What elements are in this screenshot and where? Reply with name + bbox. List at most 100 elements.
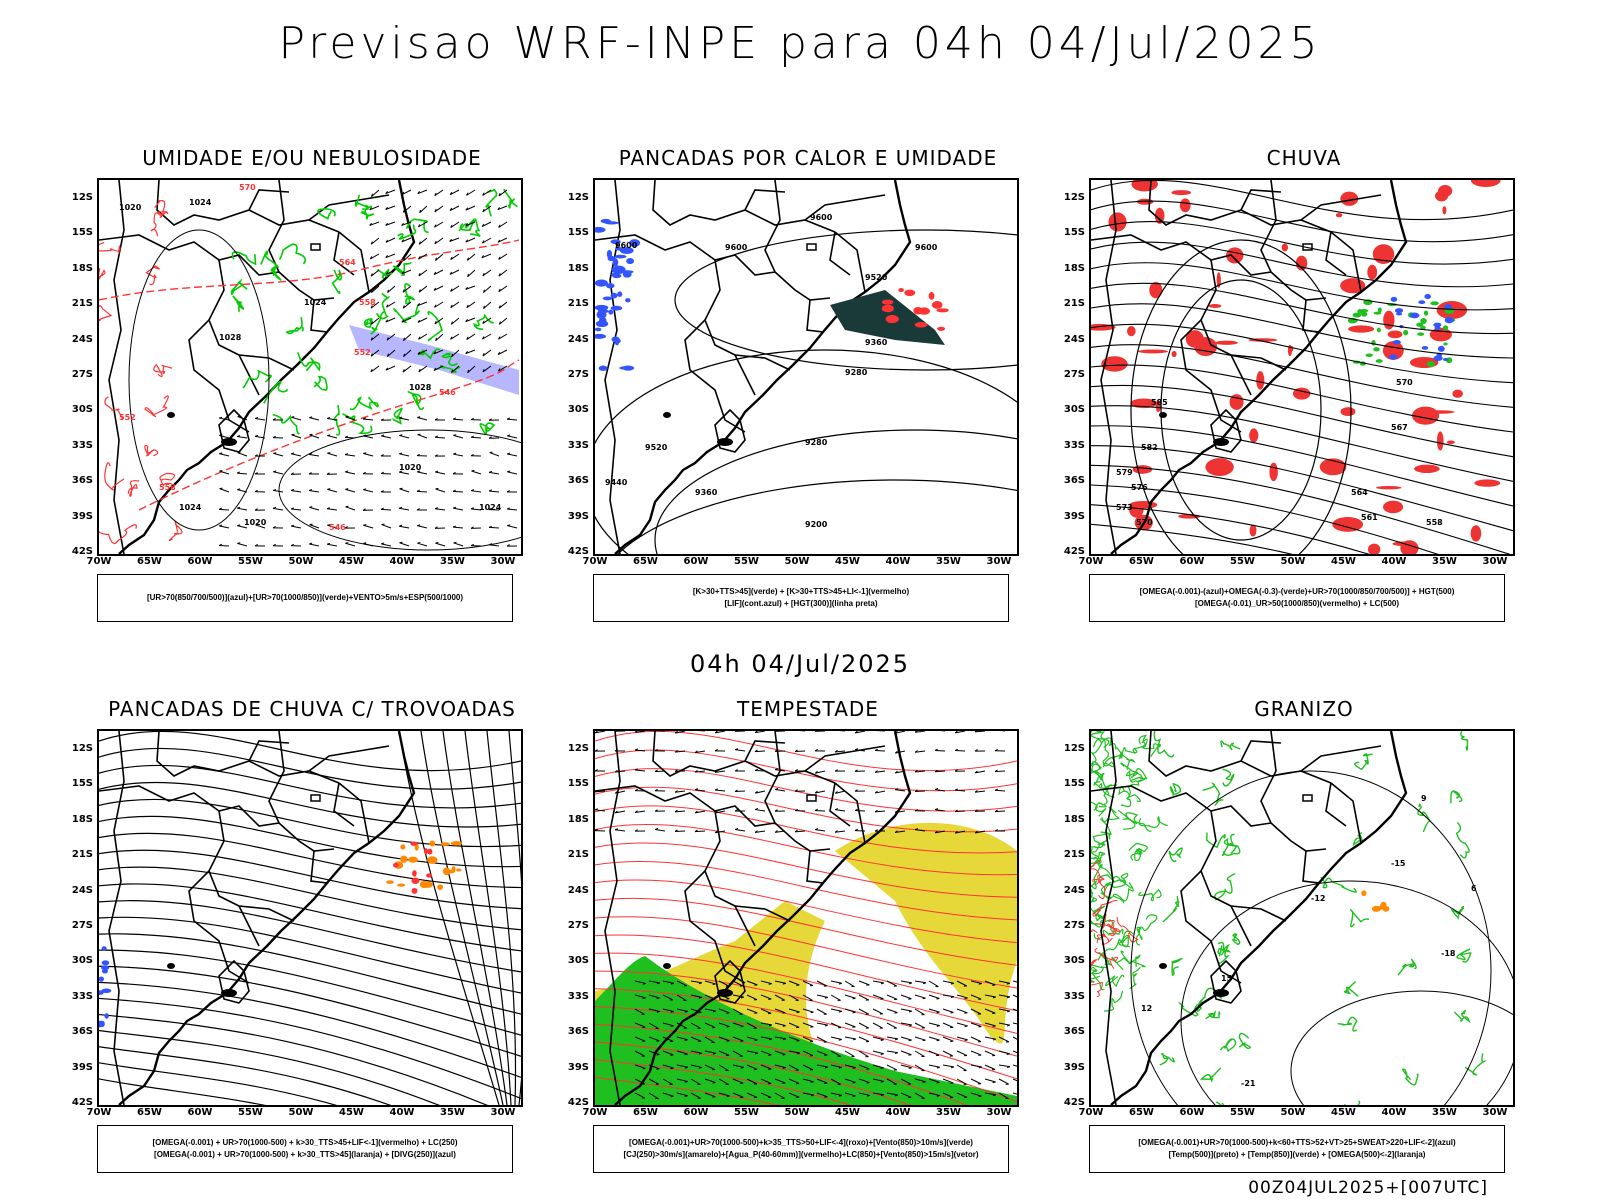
wind-vector	[371, 285, 380, 293]
omega-green-area	[1420, 318, 1427, 325]
political-border	[1325, 782, 1347, 827]
thunderstorm-red-area	[411, 877, 420, 884]
wind-vector-head	[874, 809, 878, 813]
wind-vector-head	[434, 454, 438, 457]
hgt300-contour	[617, 479, 1017, 554]
wind-vector-head	[465, 239, 469, 243]
rain-area	[1435, 190, 1449, 202]
storm-red-area	[898, 288, 904, 293]
latitude-tick-label: 27S	[71, 920, 93, 931]
wind-vector	[718, 1078, 729, 1085]
omega-green-area	[1365, 353, 1373, 357]
wind-vector-head	[434, 507, 439, 510]
wind-vector	[255, 524, 266, 529]
wind-vector	[498, 365, 508, 372]
latitude-tick-label: 27S	[1063, 920, 1085, 931]
temp850-contour	[1091, 731, 1110, 748]
wind-vector-head	[254, 489, 258, 493]
wind-vector-head	[466, 336, 469, 340]
wind-vector-head	[385, 255, 389, 258]
rain-area	[1108, 212, 1127, 232]
divergence-area	[99, 990, 104, 995]
wind-vector	[788, 1050, 800, 1054]
wind-vector-head	[978, 1066, 982, 1069]
wind-vector-head	[452, 525, 456, 528]
temp850-contour	[1098, 874, 1132, 889]
wind-vector	[690, 1022, 701, 1029]
wind-vector	[956, 1078, 967, 1085]
political-border	[806, 299, 824, 333]
wind-vector-head	[450, 288, 453, 292]
wind-vector-head	[326, 417, 331, 419]
streamline	[99, 832, 521, 889]
wind-vector-head	[417, 224, 421, 228]
map-chuva: 585 582 579 576 573 570 567 564 561 558 570	[1089, 178, 1515, 556]
latitude-tick-label: 24S	[567, 884, 589, 896]
political-border	[652, 180, 836, 233]
temp850-contour	[1343, 981, 1359, 997]
rain-area	[1367, 264, 1378, 280]
wind-vector	[732, 1036, 744, 1042]
wind-vector	[760, 1092, 772, 1098]
wind-vector	[662, 1050, 674, 1056]
wind-vector-head	[362, 471, 366, 475]
wind-vector-head	[595, 789, 598, 793]
wind-vector-head	[434, 192, 437, 196]
wind-vector-head	[974, 731, 978, 733]
wind-vector-head	[380, 471, 384, 474]
wind-vector	[648, 1050, 660, 1055]
latitude-tick-label: 33S	[567, 439, 589, 451]
wind-vector	[874, 810, 886, 813]
latitude-tick-label: 36S	[1063, 1026, 1085, 1038]
latitude-tick-label: 36S	[71, 1026, 93, 1038]
omega-blue-area	[1436, 352, 1442, 359]
longitude-tick-label: 35W	[1432, 556, 1457, 567]
wind-vector	[465, 317, 476, 323]
wind-vector	[998, 1064, 1010, 1068]
temp850-contour	[1344, 1100, 1361, 1105]
wind-vector	[774, 1050, 786, 1055]
wind-vector-head	[950, 1066, 954, 1069]
wind-vector	[984, 1092, 996, 1096]
wind-vector	[471, 470, 482, 475]
humidity-low-contour	[393, 304, 421, 324]
wind-vector	[835, 790, 846, 794]
storm-red-area	[881, 299, 894, 305]
thickness-contour	[159, 472, 176, 487]
lif-contour	[610, 292, 618, 299]
wind-vector	[788, 994, 799, 1001]
rain-area	[1208, 304, 1222, 309]
longitude-tick-label: 45W	[835, 1107, 860, 1118]
wind-vector	[1012, 1092, 1017, 1095]
run-time-footer: 00Z04JUL2025+[007UTC]	[1248, 1178, 1488, 1198]
latitude-tick-label: 21S	[71, 849, 93, 861]
political-border	[684, 870, 746, 984]
wind-vector-head	[754, 768, 758, 771]
political-border	[834, 782, 866, 844]
wind-vector	[956, 994, 968, 999]
wind-vector-head	[880, 982, 884, 985]
wind-vector	[435, 253, 444, 261]
wind-vector-head	[880, 1039, 884, 1041]
wind-vector	[449, 189, 460, 196]
wind-vector	[506, 418, 518, 421]
wind-vector	[370, 317, 380, 325]
wind-vector	[451, 317, 460, 325]
wind-vector-head	[642, 1067, 646, 1070]
wind-vector-head	[768, 1038, 773, 1041]
humidity-low-contour	[363, 318, 373, 328]
lif-contour	[595, 333, 607, 339]
wind-vector	[956, 1036, 968, 1041]
lif-contour	[625, 298, 631, 303]
longitude-tick-label: 30W	[1482, 1107, 1508, 1118]
wind-vector-head	[782, 982, 786, 985]
thunderstorm-orange-area	[456, 868, 462, 872]
wind-vector-head	[670, 1067, 674, 1070]
wind-vector-head	[385, 190, 388, 194]
wind-vector-head	[914, 808, 918, 812]
wind-vector-head	[417, 470, 421, 473]
longitude-tick-label: 60W	[187, 556, 213, 567]
streamline	[1091, 425, 1513, 507]
wind-vector	[858, 1092, 870, 1096]
contour-label: 1024	[189, 198, 212, 207]
